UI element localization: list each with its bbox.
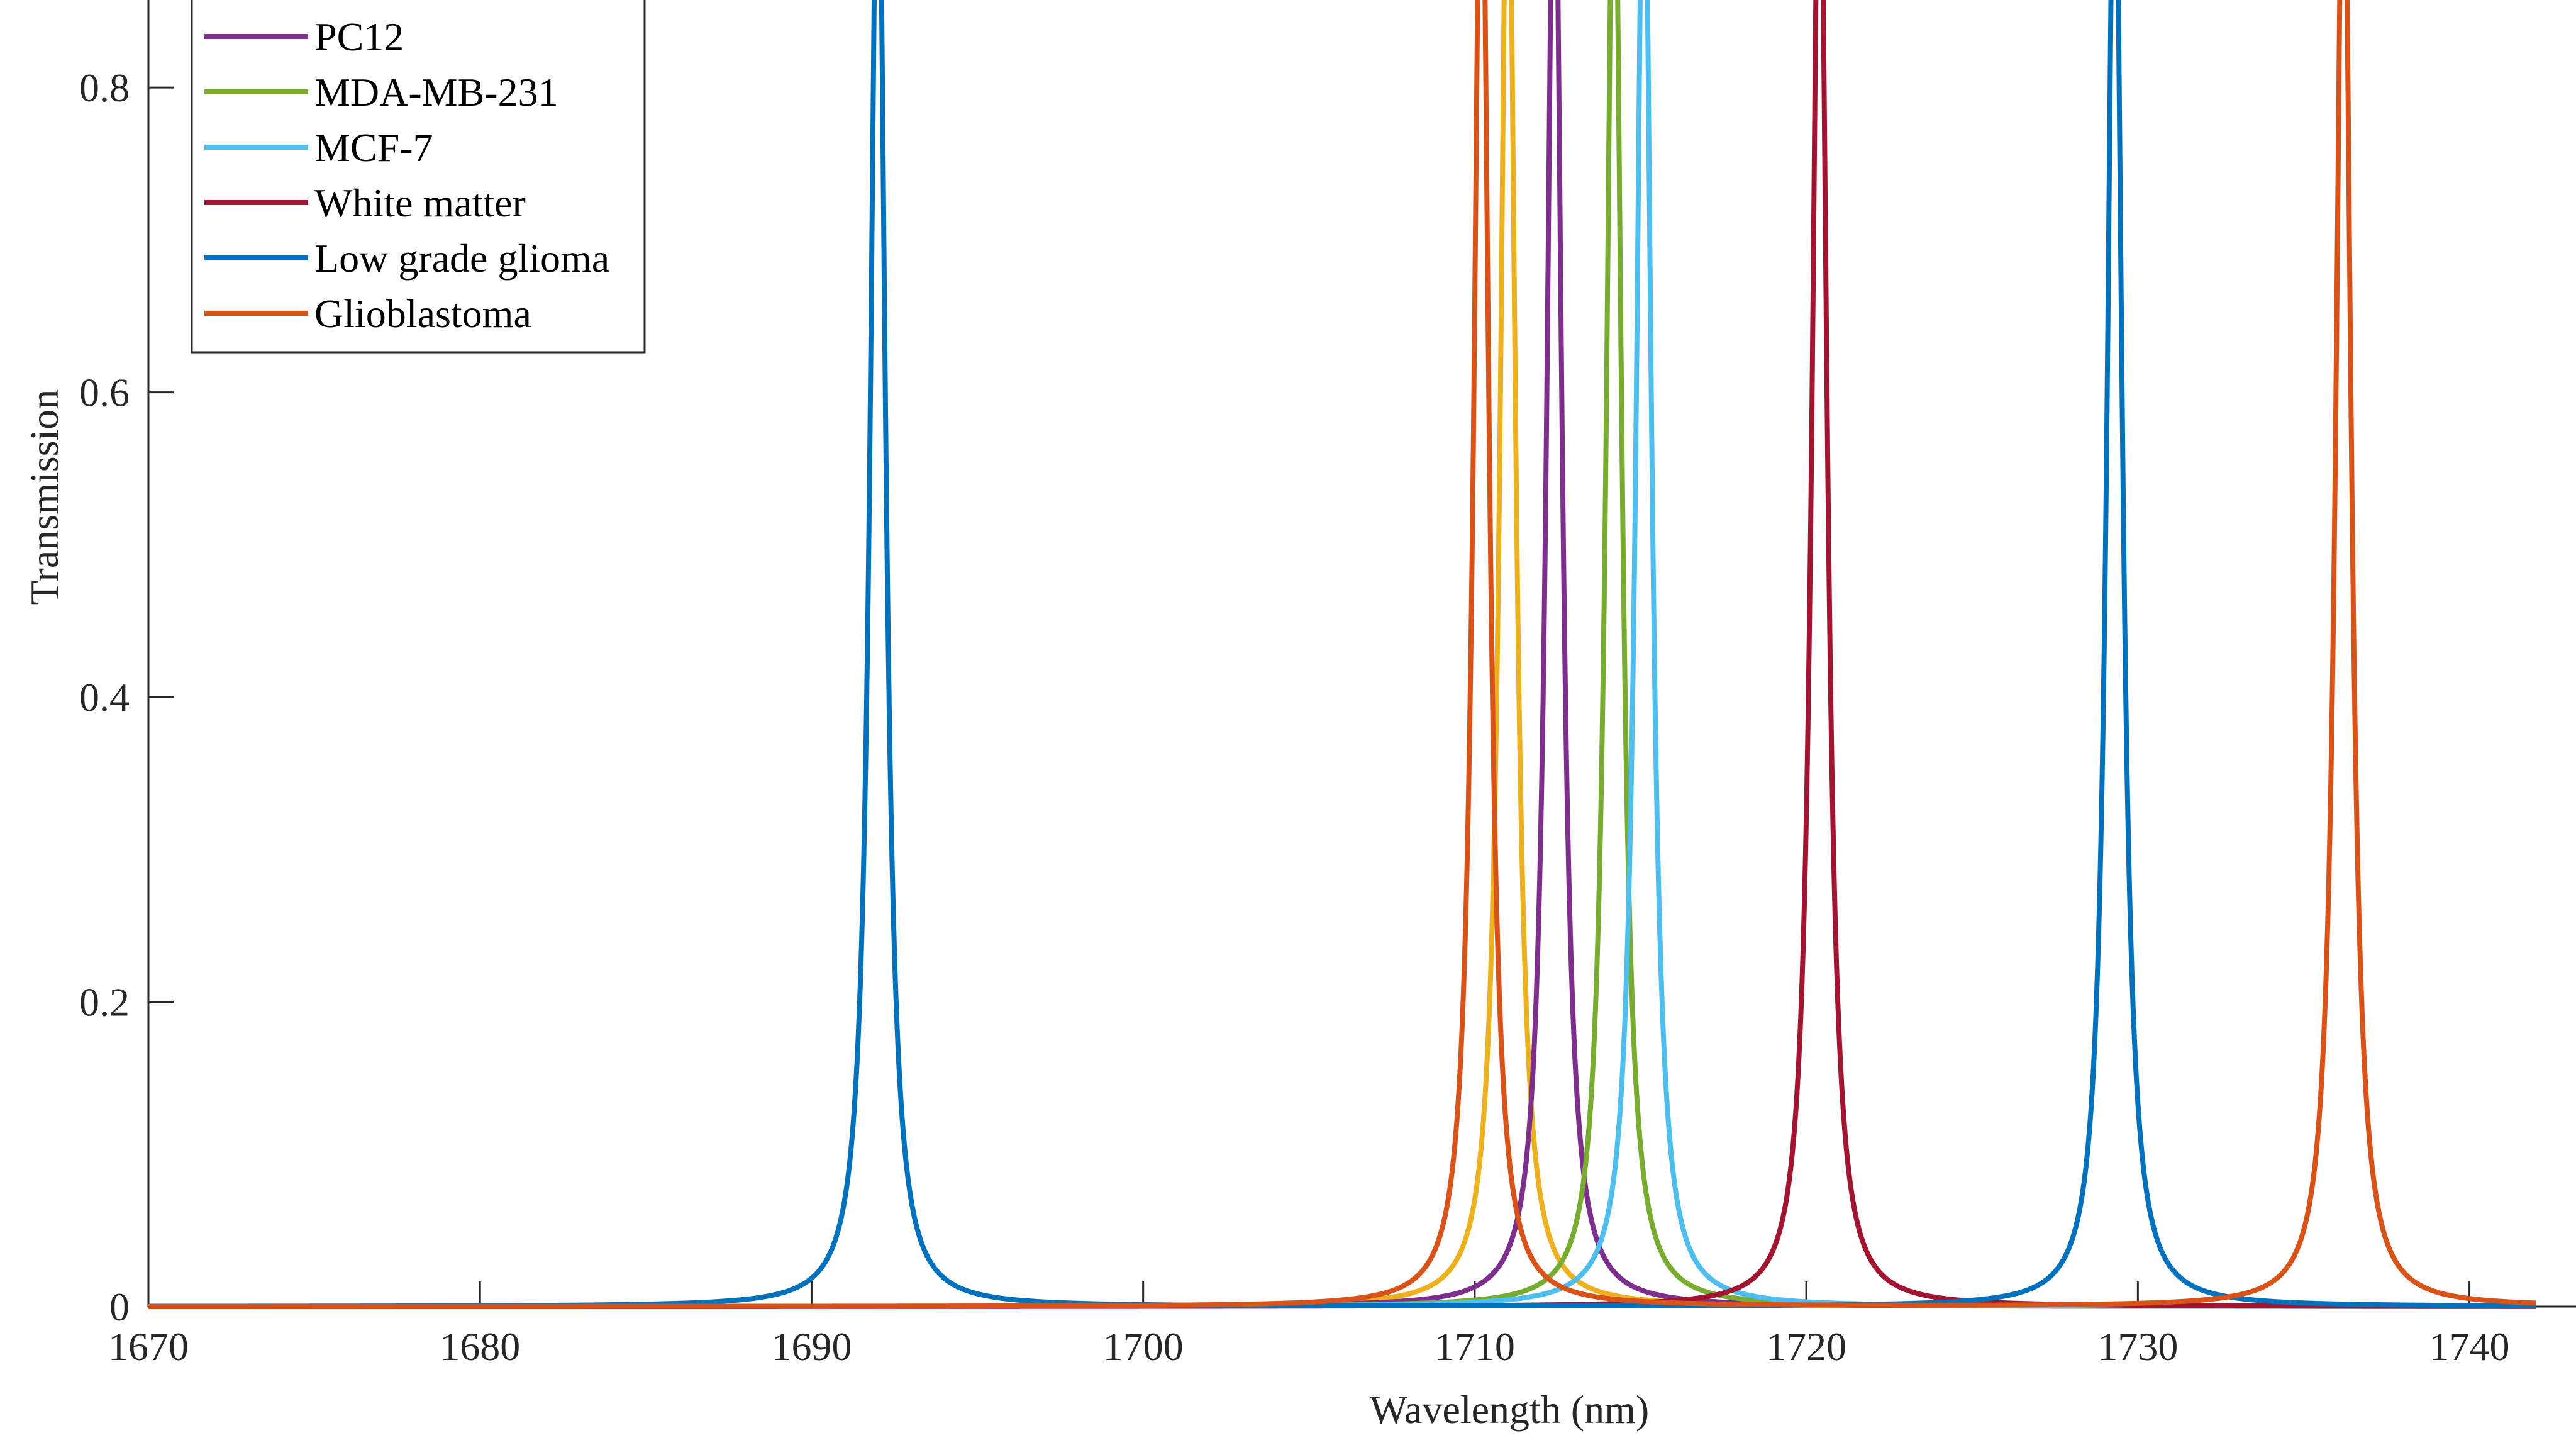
series-line-glioblastoma-6: [148, 0, 2538, 1309]
axis-labels: 1670 1680 1690 1700 1710 1720 1730 1740 0 0.2 0.4 0…: [22, 65, 2510, 1432]
x-tick-label: 1710: [1435, 1324, 1515, 1369]
x-axis-title: Wavelength (nm): [1370, 1387, 1649, 1432]
legend-label: Low grade glioma: [314, 236, 609, 281]
y-tick-label: 0.6: [79, 371, 130, 415]
y-tick-label: 0: [109, 1285, 130, 1329]
legend-label: White matter: [314, 181, 526, 225]
legend-label: MCF-7: [314, 125, 433, 170]
legend: PC12 MDA-MB-231 MCF-7 White matter Low grade…: [191, 0, 646, 354]
x-tick-label: 1670: [108, 1324, 189, 1369]
x-tick-label: 1730: [2097, 1324, 2178, 1369]
y-tick-label: 0.2: [79, 980, 130, 1025]
legend-box: [191, 0, 646, 354]
x-tick-label: 1700: [1103, 1324, 1184, 1369]
legend-label: Glioblastoma: [314, 291, 531, 336]
x-tick-label: 1690: [771, 1324, 852, 1369]
y-tick-label: 0.8: [79, 65, 130, 110]
legend-label: PC12: [314, 14, 404, 59]
y-axis-title: Transmission: [22, 389, 67, 605]
legend-label: MDA-MB-231: [314, 70, 558, 114]
x-tick-label: 1720: [1766, 1324, 1846, 1369]
x-tick-label: 1740: [2429, 1324, 2510, 1369]
x-tick-label: 1680: [440, 1324, 520, 1369]
series-layer: [148, 0, 2538, 1309]
y-tick-label: 0.4: [79, 675, 130, 720]
